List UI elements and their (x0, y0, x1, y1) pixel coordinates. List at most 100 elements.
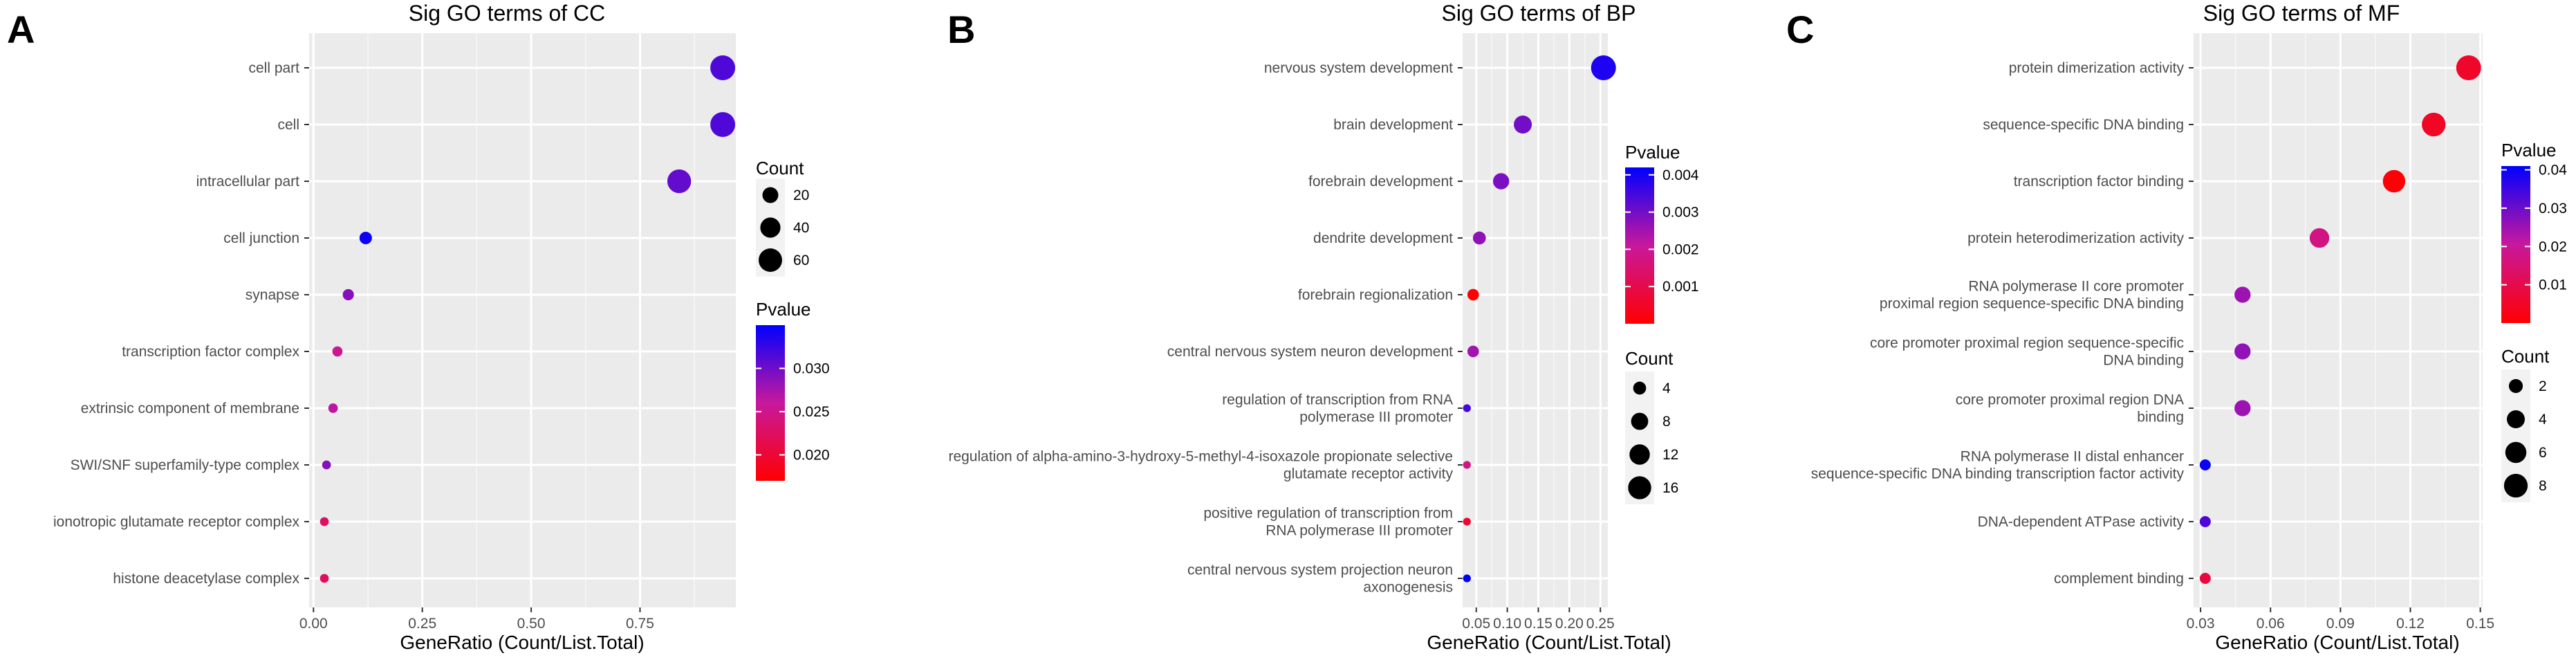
pvalue-legend-label: 0.02 (2539, 239, 2567, 255)
count-legend-dot (2508, 378, 2523, 394)
data-point (2199, 516, 2211, 527)
data-point (2199, 573, 2211, 584)
y-category-label: RNA polymerase II core promoter (1968, 279, 2184, 295)
count-legend-label: 6 (2539, 445, 2547, 461)
count-legend-label: 4 (1662, 381, 1671, 396)
panel-a-plot-background (309, 33, 736, 607)
data-point (1467, 345, 1479, 358)
panel-b-gridlines (1463, 33, 1608, 607)
panel-a-count-legend: Count 20 40 60 (756, 158, 809, 277)
pvalue-legend-label: 0.003 (1662, 205, 1699, 221)
panel-a: A Sig GO terms of CC cell part cell intrac… (7, 1, 830, 653)
y-category-label: DNA-dependent ATPase activity (1978, 514, 2185, 530)
x-tick-label: 0.25 (408, 616, 436, 632)
y-category-label: sequence-specific DNA binding transcript… (1811, 466, 2185, 482)
panel-c: C Sig GO terms of MF protein dimerizatio… (1786, 1, 2567, 653)
panel-c-y-labels: protein dimerization activity sequence-sp… (1811, 60, 2185, 587)
y-category-label: extrinsic component of membrane (81, 401, 299, 416)
y-category-label: regulation of transcription from RNA (1222, 392, 1453, 408)
data-point (1467, 288, 1479, 301)
panel-c-pvalue-colorbar (2501, 166, 2530, 323)
count-legend-dot (1629, 444, 1650, 465)
panel-b-y-tick-marks (1458, 67, 1463, 579)
y-category-label: sequence-specific DNA binding (1983, 117, 2184, 133)
y-category-label: synapse (245, 287, 299, 303)
data-point (2199, 459, 2211, 470)
pvalue-legend-label: 0.03 (2539, 201, 2567, 217)
y-category-label: RNA polymerase II distal enhancer (1961, 449, 2184, 465)
x-tick-label: 0.00 (299, 616, 328, 632)
panel-label-a: A (7, 8, 35, 51)
x-tick-label: 0.10 (1493, 616, 1521, 632)
data-point (319, 574, 329, 583)
x-tick-label: 0.03 (2187, 616, 2215, 632)
panel-label-c: C (1786, 8, 1814, 51)
y-category-label: DNA binding (2103, 353, 2184, 369)
x-tick-label: 0.15 (2466, 616, 2494, 632)
data-point (359, 231, 372, 245)
y-category-label: core promoter proximal region sequence-s… (1870, 336, 2184, 351)
count-legend-dot (762, 187, 779, 203)
pvalue-legend-label: 0.020 (793, 448, 830, 464)
data-point (2456, 55, 2481, 80)
y-category-label: binding (2137, 410, 2184, 425)
y-category-label: regulation of alpha-amino-3-hydroxy-5-me… (948, 449, 1453, 465)
y-category-label: cell (277, 117, 299, 133)
panel-a-title: Sig GO terms of CC (409, 1, 606, 26)
panel-b-x-axis-label: GeneRatio (Count/List.Total) (1427, 632, 1671, 653)
panel-b-pvalue-legend-title: Pvalue (1625, 142, 1680, 163)
data-point (1463, 517, 1471, 526)
panel-a-pvalue-legend: Pvalue 0.030 0.025 0.020 (756, 299, 830, 481)
y-category-label: cell part (248, 60, 299, 76)
y-category-label: forebrain development (1308, 174, 1453, 190)
count-legend-dot (2505, 441, 2527, 464)
count-legend-dot (760, 217, 781, 238)
count-legend-dot (2507, 410, 2525, 428)
y-category-label: glutamate receptor activity (1284, 466, 1454, 482)
panel-c-pvalue-legend-title: Pvalue (2501, 140, 2557, 161)
data-point (710, 112, 736, 137)
count-legend-label: 60 (793, 253, 809, 268)
data-point (2234, 400, 2251, 416)
count-legend-label: 40 (793, 220, 809, 236)
y-category-label: dendrite development (1313, 230, 1453, 246)
x-tick-label: 0.09 (2326, 616, 2355, 632)
data-point (1492, 173, 1510, 190)
y-category-label: forebrain regionalization (1298, 287, 1453, 303)
y-category-label: central nervous system projection neuron (1187, 562, 1453, 578)
y-category-label: protein dimerization activity (2009, 60, 2185, 76)
x-tick-label: 0.05 (1462, 616, 1490, 632)
pvalue-legend-label: 0.04 (2539, 163, 2567, 178)
panel-c-title: Sig GO terms of MF (2203, 1, 2400, 26)
data-point (342, 288, 354, 301)
count-legend-dot (1633, 381, 1647, 395)
count-legend-label: 8 (1662, 414, 1671, 430)
data-point (332, 346, 343, 357)
data-point (710, 55, 736, 80)
panel-b-plot-background (1463, 33, 1608, 607)
count-legend-dot (759, 248, 782, 272)
data-point (1463, 574, 1471, 583)
panel-label-b: B (947, 8, 975, 51)
data-point (1472, 231, 1486, 245)
y-category-label: brain development (1333, 117, 1453, 133)
count-legend-label: 16 (1662, 480, 1678, 496)
x-tick-label: 0.06 (2257, 616, 2285, 632)
pvalue-legend-label: 0.002 (1662, 241, 1699, 257)
data-point (2382, 169, 2406, 193)
count-legend-label: 8 (2539, 478, 2547, 494)
data-point (2234, 343, 2251, 360)
data-point (2234, 286, 2251, 303)
panel-b-x-ticks: 0.05 0.10 0.15 0.20 0.25 (1462, 607, 1615, 632)
y-category-label: transcription factor binding (2014, 174, 2184, 190)
data-point (1463, 461, 1471, 469)
panel-b: B Sig GO terms of BP nervous system deve… (947, 1, 1699, 653)
panel-a-pvalue-colorbar (756, 325, 785, 481)
panel-a-count-legend-title: Count (756, 158, 804, 178)
data-point (328, 403, 338, 413)
data-point (322, 460, 331, 470)
panel-b-count-legend: Count 4 8 12 16 (1625, 348, 1678, 504)
panel-c-gridlines (2194, 33, 2483, 607)
panel-c-y-tick-marks (2189, 67, 2194, 579)
